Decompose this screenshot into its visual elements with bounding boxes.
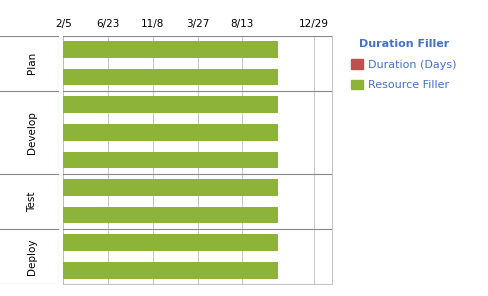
Bar bbox=[63, 96, 278, 113]
Bar bbox=[63, 69, 278, 85]
Text: Plan: Plan bbox=[27, 52, 37, 74]
Text: Develop: Develop bbox=[27, 111, 37, 154]
Bar bbox=[63, 179, 278, 196]
Legend: Duration (Days), Resource Filler: Duration (Days), Resource Filler bbox=[348, 36, 460, 94]
Bar bbox=[63, 262, 278, 279]
Text: Deploy: Deploy bbox=[27, 238, 37, 275]
Bar bbox=[63, 152, 278, 168]
Bar bbox=[63, 234, 278, 251]
Bar bbox=[63, 41, 278, 58]
Text: Test: Test bbox=[27, 191, 37, 212]
Bar bbox=[63, 207, 278, 223]
Bar bbox=[63, 124, 278, 141]
